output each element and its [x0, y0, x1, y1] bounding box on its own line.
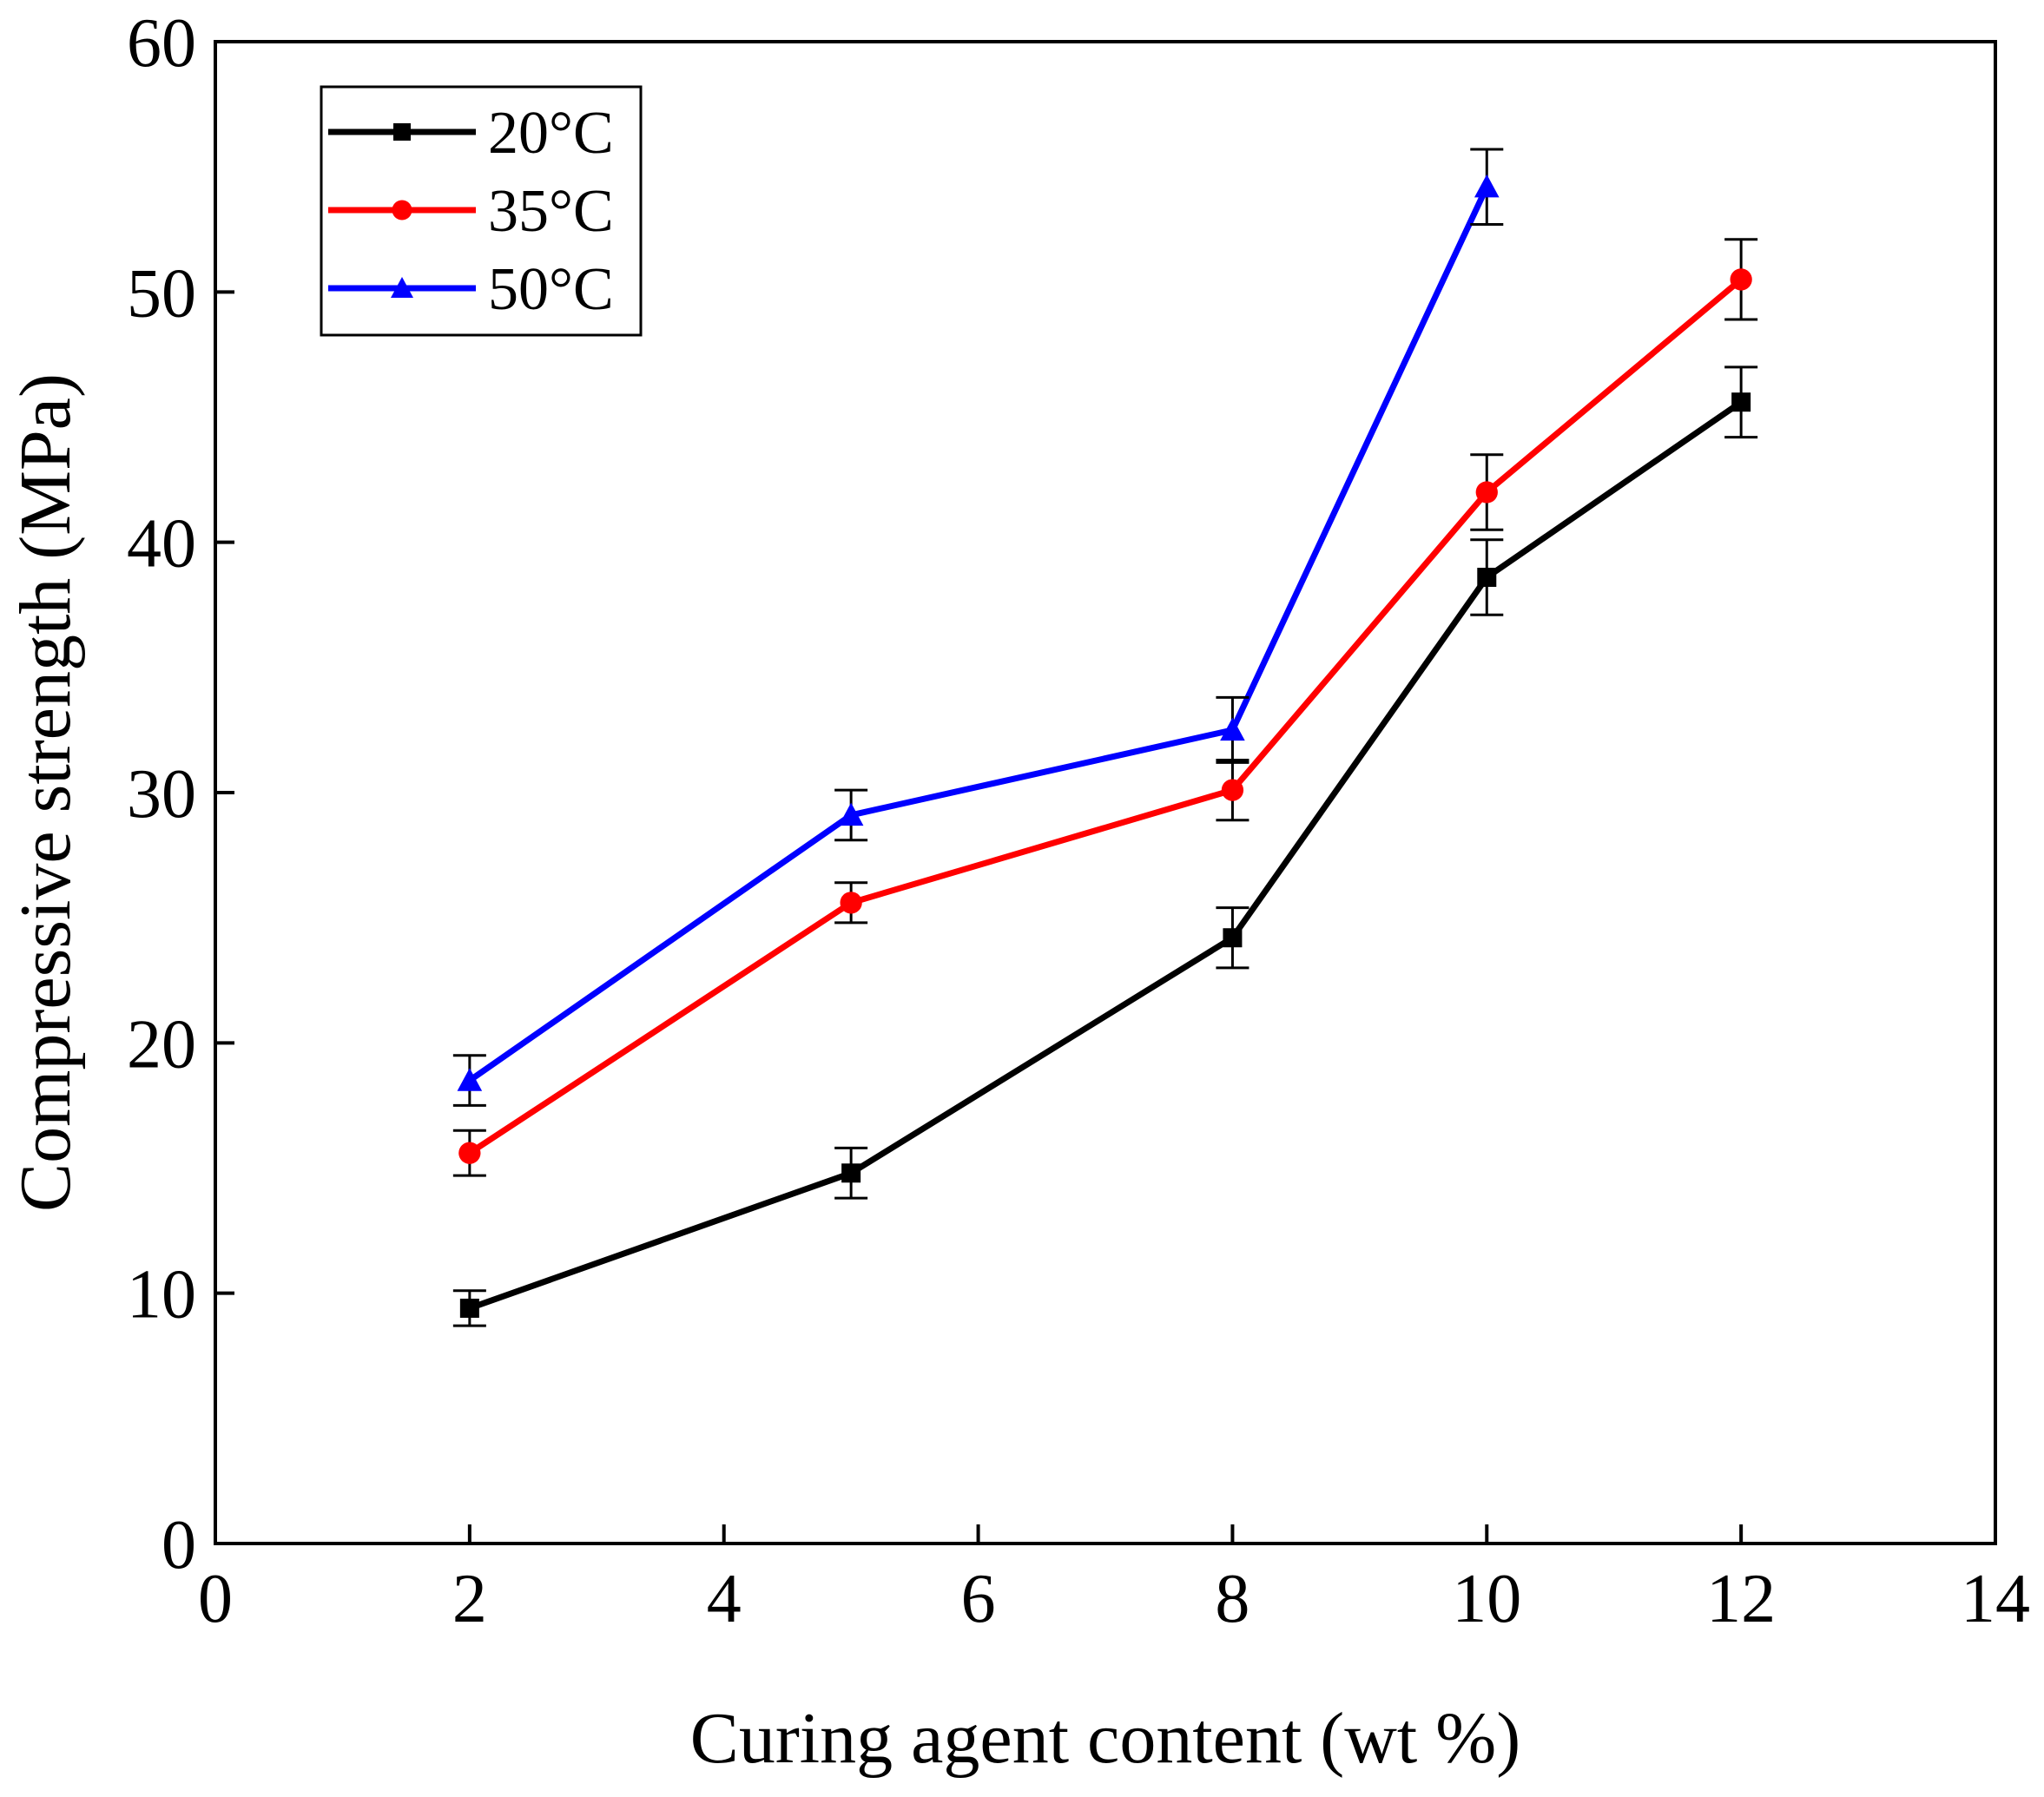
data-point — [1221, 779, 1244, 801]
y-tick-label: 30 — [127, 756, 196, 833]
legend-marker — [393, 123, 411, 141]
data-point — [1730, 268, 1752, 291]
data-point — [1477, 568, 1497, 588]
x-tick-label: 6 — [961, 1561, 996, 1637]
data-point — [1731, 392, 1751, 412]
y-tick-label: 0 — [162, 1507, 196, 1583]
legend-marker — [392, 200, 412, 221]
y-tick-label: 60 — [127, 5, 196, 82]
data-point — [457, 1068, 483, 1091]
data-point — [1220, 717, 1245, 741]
data-point — [841, 1163, 861, 1183]
x-tick-label: 0 — [198, 1561, 233, 1637]
series-layer — [452, 148, 1758, 1327]
series-line — [467, 185, 1490, 1083]
legend-label: 20°C — [488, 100, 614, 167]
x-axis: 0 2 4 6 8 10 12 14 — [198, 1524, 2030, 1637]
series-1 — [452, 238, 1758, 1177]
legend-item: 20°C — [328, 100, 614, 167]
y-tick-label: 40 — [127, 506, 196, 583]
series-line — [468, 399, 1744, 1312]
series-0 — [452, 365, 1758, 1327]
x-tick-label: 14 — [1961, 1561, 2030, 1637]
y-axis-title: Compressive strength (MPa) — [5, 373, 86, 1212]
x-tick-label: 12 — [1706, 1561, 1776, 1637]
legend-label: 50°C — [488, 256, 614, 323]
data-point — [838, 802, 864, 826]
data-point — [1474, 174, 1500, 198]
x-tick-label: 2 — [452, 1561, 487, 1637]
y-tick-label: 50 — [127, 255, 196, 332]
legend-marker — [391, 277, 413, 299]
y-tick-label: 10 — [127, 1257, 196, 1333]
series-line — [467, 277, 1744, 1156]
x-tick-label: 4 — [707, 1561, 742, 1637]
legend-item: 50°C — [328, 256, 614, 323]
series-2 — [452, 148, 1504, 1107]
data-point — [459, 1298, 479, 1318]
y-tick-label: 20 — [127, 1006, 196, 1083]
data-point — [458, 1142, 481, 1164]
data-point — [1223, 928, 1243, 948]
x-axis-title: Curing agent content (wt %) — [690, 1698, 1520, 1779]
data-point — [840, 892, 862, 914]
legend-label: 35°C — [488, 178, 614, 245]
x-tick-label: 8 — [1215, 1561, 1249, 1637]
data-point — [1475, 481, 1498, 504]
legend-item: 35°C — [328, 178, 614, 245]
legend: 20°C 35°C 50°C — [320, 85, 643, 337]
y-axis: 0 10 20 30 40 50 60 — [127, 5, 234, 1583]
x-tick-label: 10 — [1452, 1561, 1521, 1637]
